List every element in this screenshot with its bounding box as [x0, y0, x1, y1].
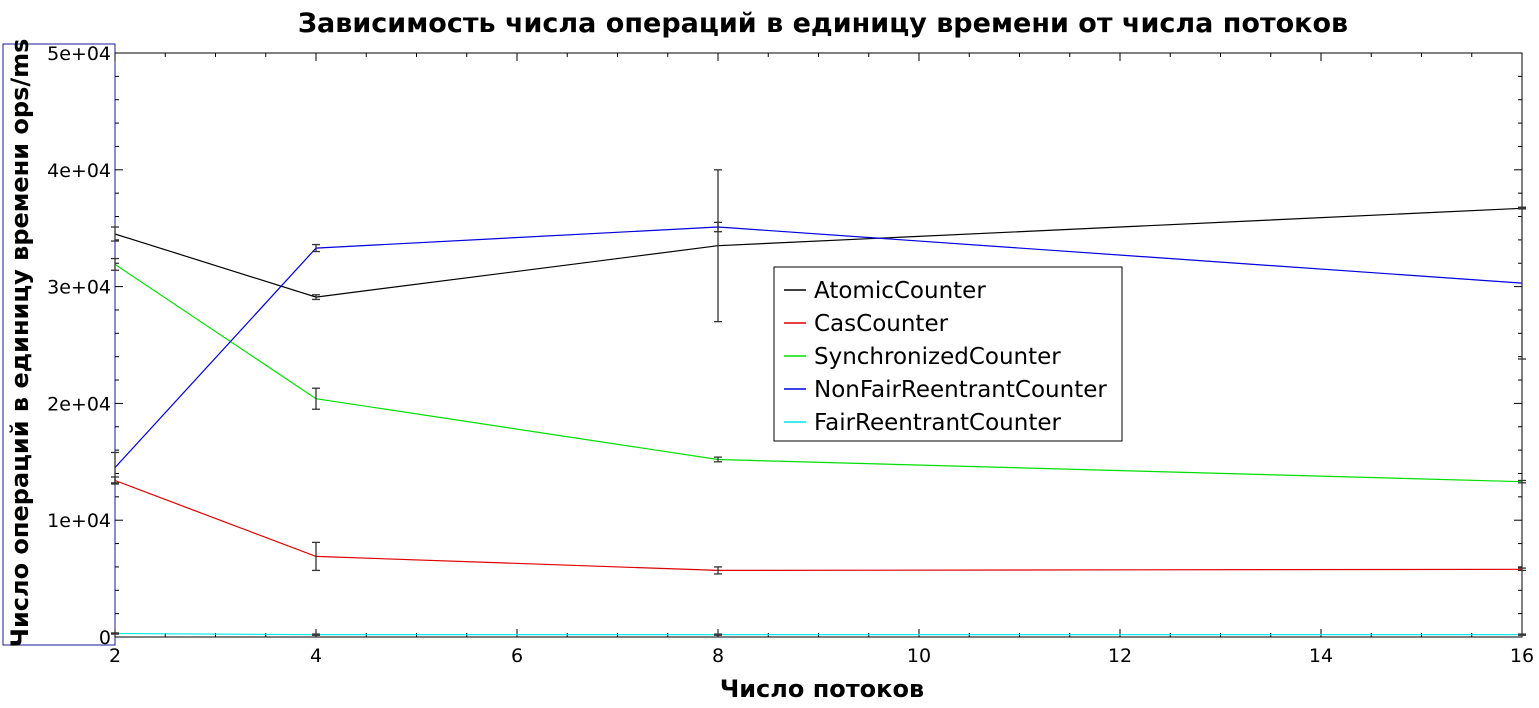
- x-tick-label: 12: [1108, 645, 1132, 667]
- y-tick-label: 3e+04: [47, 277, 111, 299]
- series-line-4: [114, 632, 1522, 636]
- error-bar: [312, 541, 320, 572]
- series-line-3: [114, 226, 1523, 469]
- error-bar: [312, 387, 320, 410]
- error-bar: [312, 294, 320, 301]
- error-bar: [111, 632, 119, 635]
- series-layer: [111, 169, 1526, 636]
- x-tick-label: 8: [712, 645, 724, 667]
- error-bar: [111, 257, 119, 271]
- error-bar: [714, 456, 722, 463]
- legend-label: FairReentrantCounter: [814, 410, 1062, 436]
- series-line-0: [114, 207, 1523, 298]
- error-bar: [1518, 567, 1526, 572]
- error-bar: [1518, 633, 1526, 636]
- series-line-2: [114, 263, 1523, 483]
- y-tick-label: 0: [99, 627, 111, 649]
- error-bar: [111, 226, 119, 242]
- x-tick-label: 10: [907, 645, 931, 667]
- legend-label: CasCounter: [814, 311, 949, 337]
- x-tick-label: 14: [1309, 645, 1333, 667]
- y-tick-label: 1e+04: [47, 510, 111, 532]
- legend-label: NonFairReentrantCounter: [814, 377, 1107, 403]
- error-bar: [714, 633, 722, 636]
- error-bar: [312, 243, 320, 253]
- error-bar: [714, 221, 722, 233]
- y-tick-label: 4e+04: [47, 160, 111, 182]
- legend: AtomicCounter CasCounter SynchronizedCount…: [773, 266, 1123, 442]
- x-tick-label: 16: [1510, 645, 1534, 667]
- error-bar: [1518, 206, 1526, 360]
- error-bar: [714, 566, 722, 575]
- y-axis-highlight: [2, 43, 116, 646]
- x-tick-label: 4: [310, 645, 322, 667]
- error-bar: [312, 633, 320, 636]
- chart-title: Зависимость числа операций в единицу вре…: [298, 8, 1348, 39]
- series-line-1: [114, 479, 1523, 572]
- x-tick-label: 2: [109, 645, 121, 667]
- legend-label: AtomicCounter: [814, 278, 986, 304]
- legend-box: [773, 266, 1123, 442]
- error-bar: [111, 451, 119, 484]
- x-axis-title: Число потоков: [720, 675, 924, 703]
- error-bar: [714, 169, 722, 323]
- legend-label: SynchronizedCounter: [814, 344, 1061, 370]
- y-tick-label: 2e+04: [47, 393, 111, 415]
- y-axis-ticks: 0 1e+04 2e+04 3e+04 4e+04 5e+04: [47, 43, 1522, 649]
- y-axis-title: Число операций в единицу времени ops/ms: [6, 39, 34, 648]
- y-tick-label: 5e+04: [47, 43, 111, 65]
- x-tick-label: 6: [511, 645, 523, 667]
- error-bar: [1518, 479, 1526, 484]
